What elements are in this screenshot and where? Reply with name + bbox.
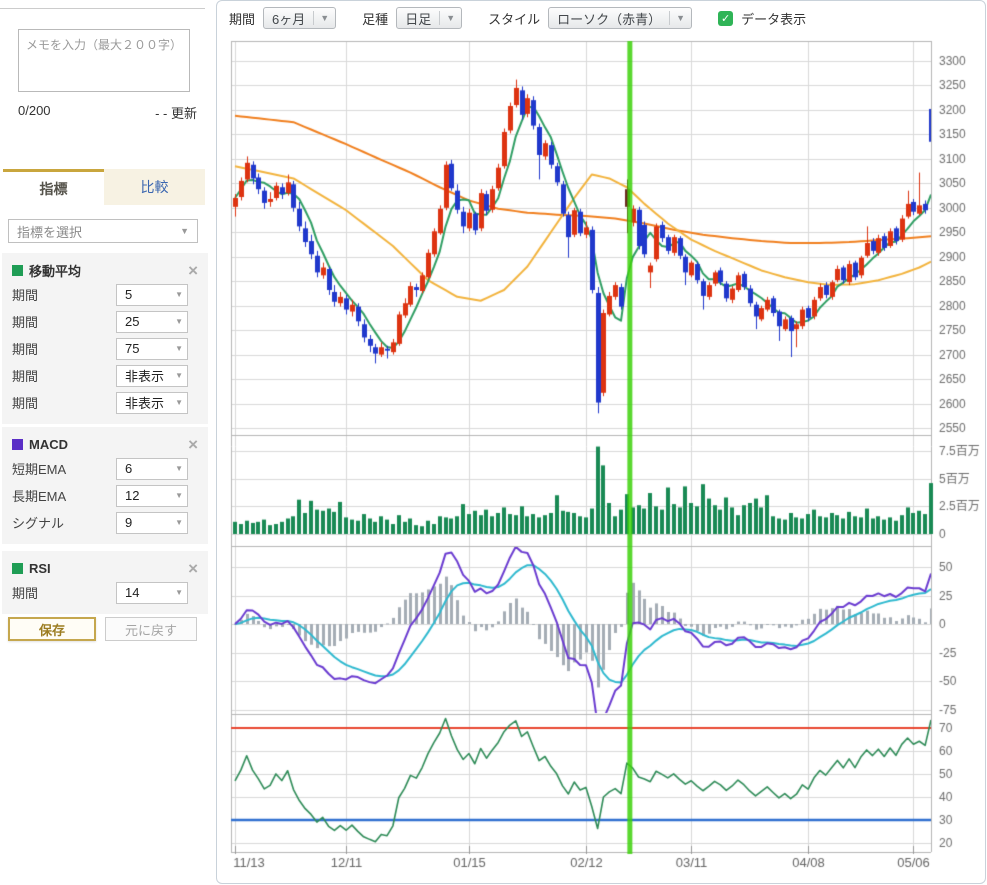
macd-long-ema-select[interactable]: 12▼ [116,485,188,507]
row-label: 期間 [12,393,38,412]
ma-period-5-select[interactable]: 非表示▼ [116,392,188,414]
chevron-down-icon: ▼ [175,491,183,500]
tab-indicators[interactable]: 指標 [3,169,104,205]
chevron-down-icon: ▼ [175,371,183,380]
save-button[interactable]: 保存 [8,617,96,641]
ma-period-3-select[interactable]: 75▼ [116,338,188,360]
indicator-select[interactable]: 指標を選択 ▼ [8,219,198,243]
chevron-down-icon: ▼ [175,464,183,473]
chevron-down-icon: ▼ [175,588,183,597]
memo-input[interactable] [18,29,190,92]
legend-square-icon [12,439,23,450]
ma-period-1-select[interactable]: 5▼ [116,284,188,306]
stock-chart-page: 0/200 - - 更新 指標 比較 指標を選択 ▼ 移動平均 × 期間 5▼ … [0,0,987,885]
ma-period-2-select[interactable]: 25▼ [116,311,188,333]
row-label: 期間 [12,583,38,602]
row-label: 期間 [12,312,38,331]
reset-button[interactable]: 元に戻す [105,617,197,641]
sidebar: 0/200 - - 更新 指標 比較 指標を選択 ▼ 移動平均 × 期間 5▼ … [0,0,216,885]
tab-compare[interactable]: 比較 [104,169,205,205]
sidebar-divider [0,8,205,9]
row-label: シグナル [12,513,64,532]
sidebar-tabs: 指標 比較 [3,169,205,205]
sidebar-buttons: 保存 元に戻す [8,617,200,641]
row-label: 期間 [12,285,38,304]
macd-signal-select[interactable]: 9▼ [116,512,188,534]
ma-period-4-select[interactable]: 非表示▼ [116,365,188,387]
chevron-down-icon: ▼ [175,290,183,299]
row-label: 期間 [12,339,38,358]
legend-square-icon [12,563,23,574]
chevron-down-icon: ▼ [180,226,189,236]
stock-chart-canvas[interactable] [217,1,985,883]
card-title: RSI [29,561,51,576]
memo-updated[interactable]: - - 更新 [155,103,197,122]
style-label: スタイル [488,9,540,28]
memo-meta-row: 0/200 - - 更新 [18,103,197,122]
period-label: 期間 [229,9,255,28]
chart-toolbar: 期間 6ヶ月 ▼ 足種 日足 ▼ スタイル ローソク（赤青） ▼ ✓ データ表示 [229,5,806,31]
row-label: 短期EMA [12,459,66,478]
chart-container: 期間 6ヶ月 ▼ 足種 日足 ▼ スタイル ローソク（赤青） ▼ ✓ データ表示 [216,0,986,884]
card-moving-average: 移動平均 × 期間 5▼ 期間 25▼ 期間 75▼ 期間 非表示▼ 期間 非表… [2,253,208,424]
chevron-down-icon: ▼ [175,518,183,527]
bartype-select[interactable]: 日足 ▼ [396,7,462,29]
row-label: 長期EMA [12,486,66,505]
close-icon[interactable]: × [188,560,198,577]
card-title: 移動平均 [29,261,81,280]
close-icon[interactable]: × [188,436,198,453]
rsi-period-select[interactable]: 14▼ [116,582,188,604]
chevron-down-icon: ▼ [175,317,183,326]
legend-square-icon [12,265,23,276]
chevron-down-icon: ▼ [175,344,183,353]
data-display-label: データ表示 [741,9,806,28]
chevron-down-icon: ▼ [314,13,335,23]
memo-counter: 0/200 [18,103,51,122]
card-rsi: RSI × 期間 14▼ [2,551,208,614]
macd-short-ema-select[interactable]: 6▼ [116,458,188,480]
chevron-down-icon: ▼ [175,398,183,407]
chevron-down-icon: ▼ [670,13,691,23]
chevron-down-icon: ▼ [440,13,461,23]
row-label: 期間 [12,366,38,385]
card-macd: MACD × 短期EMA 6▼ 長期EMA 12▼ シグナル 9▼ [2,427,208,544]
period-select[interactable]: 6ヶ月 ▼ [263,7,336,29]
close-icon[interactable]: × [188,262,198,279]
data-display-checkbox[interactable]: ✓ [718,11,733,26]
style-select[interactable]: ローソク（赤青） ▼ [548,7,692,29]
bartype-label: 足種 [362,9,388,28]
card-title: MACD [29,437,68,452]
